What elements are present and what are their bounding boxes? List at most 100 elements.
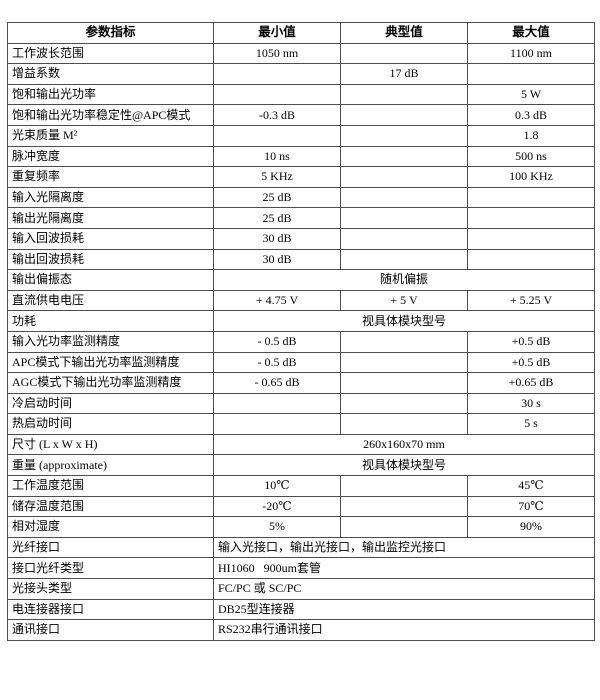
param-label-cell: 储存温度范围	[7, 495, 214, 518]
param-label-cell: 光束质量 M²	[7, 124, 214, 147]
param-label-cell: 光纤接口	[7, 536, 214, 559]
max-value-cell: + 5.25 V	[467, 289, 595, 312]
table-row: 接口光纤类型 HI1060 900um套管	[7, 557, 595, 580]
param-label-cell: 饱和输出光功率稳定性@APC模式	[7, 104, 214, 126]
typical-value-cell	[340, 207, 468, 229]
param-label-cell: 输入光隔离度	[7, 186, 214, 209]
param-label-cell: 直流供电电压	[7, 289, 214, 312]
typical-value-cell: + 5 V	[340, 289, 468, 312]
table-row: 通讯接口 RS232串行通讯接口	[7, 619, 595, 641]
param-label-cell: 输入回波损耗	[7, 227, 214, 250]
table-row: 输入光隔离度 25 dB	[7, 186, 595, 209]
param-label-cell: 相对湿度	[7, 516, 214, 538]
min-value-cell: 30 dB	[213, 248, 341, 271]
param-label-cell: 脉冲宽度	[7, 145, 214, 168]
table-row: 重复频率 5 KHz 100 KHz	[7, 166, 595, 188]
merged-value-cell: RS232串行通讯接口	[213, 619, 595, 641]
param-label-cell: 工作波长范围	[7, 42, 214, 65]
table-row: 增益系数 17 dB	[7, 63, 595, 85]
table-row: 脉冲宽度 10 ns 500 ns	[7, 145, 595, 168]
table-row: 直流供电电压 + 4.75 V + 5 V + 5.25 V	[7, 289, 595, 312]
typical-value-cell	[340, 124, 468, 147]
param-label-cell: 输出偏振态	[7, 269, 214, 291]
param-label-cell: 工作温度范围	[7, 475, 214, 497]
param-label-cell: 电连接器接口	[7, 598, 214, 621]
param-label-cell: 尺寸 (L x W x H)	[7, 433, 214, 456]
min-value-cell: -0.3 dB	[213, 104, 341, 126]
max-value-cell: 5 s	[467, 413, 595, 435]
typical-value-cell	[340, 413, 468, 435]
table-row: 输出回波损耗 30 dB	[7, 248, 595, 271]
min-value-cell	[213, 392, 341, 415]
param-label-cell: 输入光功率监测精度	[7, 330, 214, 353]
table-row: 功耗 视具体模块型号	[7, 310, 595, 332]
table-row: 输入回波损耗 30 dB	[7, 227, 595, 250]
min-value-cell: 1050 nm	[213, 42, 341, 65]
min-value-cell: + 4.75 V	[213, 289, 341, 312]
param-label-cell: 热启动时间	[7, 413, 214, 435]
spec-table: 参数指标 最小值 典型值 最大值 工作波长范围 1050 nm 1100 nm 增益系…	[7, 22, 595, 641]
max-value-cell: +0.65 dB	[467, 372, 595, 394]
min-value-cell: 5 KHz	[213, 166, 341, 188]
table-row: APC模式下输出光功率监测精度 - 0.5 dB +0.5 dB	[7, 351, 595, 374]
table-row: 光束质量 M² 1.8	[7, 124, 595, 147]
merged-value-cell: 视具体模块型号	[213, 454, 595, 477]
merged-value-cell: HI1060 900um套管	[213, 557, 595, 580]
header-min-value: 最小值	[213, 22, 341, 44]
param-label-cell: APC模式下输出光功率监测精度	[7, 351, 214, 374]
table-row: 相对湿度 5% 90%	[7, 516, 595, 538]
min-value-cell	[213, 83, 341, 106]
typical-value-cell: 17 dB	[340, 63, 468, 85]
table-row: 光接头类型 FC/PC 或 SC/PC	[7, 578, 595, 600]
typical-value-cell	[340, 166, 468, 188]
param-label-cell: 重复频率	[7, 166, 214, 188]
typical-value-cell	[340, 83, 468, 106]
table-row: 饱和输出光功率稳定性@APC模式 -0.3 dB 0.3 dB	[7, 104, 595, 126]
typical-value-cell	[340, 516, 468, 538]
typical-value-cell	[340, 186, 468, 209]
header-max-value: 最大值	[467, 22, 595, 44]
table-row: 储存温度范围 -20℃ 70℃	[7, 495, 595, 518]
table-row: 输出偏振态 随机偏振	[7, 269, 595, 291]
min-value-cell: 10℃	[213, 475, 341, 497]
min-value-cell: 30 dB	[213, 227, 341, 250]
param-label-cell: 输出光隔离度	[7, 207, 214, 229]
table-row: 饱和输出光功率 5 W	[7, 83, 595, 106]
merged-value-cell: DB25型连接器	[213, 598, 595, 621]
header-typical-value: 典型值	[340, 22, 468, 44]
max-value-cell: 0.3 dB	[467, 104, 595, 126]
min-value-cell: - 0.5 dB	[213, 330, 341, 353]
typical-value-cell	[340, 351, 468, 374]
min-value-cell: - 0.65 dB	[213, 372, 341, 394]
typical-value-cell	[340, 227, 468, 250]
merged-value-cell: FC/PC 或 SC/PC	[213, 578, 595, 600]
max-value-cell: 45℃	[467, 475, 595, 497]
merged-value-cell: 260x160x70 mm	[213, 433, 595, 456]
typical-value-cell	[340, 145, 468, 168]
param-label-cell: 光接头类型	[7, 578, 214, 600]
table-row: 冷启动时间 30 s	[7, 392, 595, 415]
max-value-cell: +0.5 dB	[467, 330, 595, 353]
typical-value-cell	[340, 42, 468, 65]
min-value-cell: 5%	[213, 516, 341, 538]
min-value-cell: 25 dB	[213, 186, 341, 209]
param-label-cell: 通讯接口	[7, 619, 214, 641]
typical-value-cell	[340, 104, 468, 126]
max-value-cell: 5 W	[467, 83, 595, 106]
min-value-cell	[213, 124, 341, 147]
max-value-cell: 30 s	[467, 392, 595, 415]
param-label-cell: 输出回波损耗	[7, 248, 214, 271]
typical-value-cell	[340, 372, 468, 394]
param-label-cell: AGC模式下输出光功率监测精度	[7, 372, 214, 394]
max-value-cell: +0.5 dB	[467, 351, 595, 374]
merged-value-cell: 随机偏振	[213, 269, 595, 291]
param-label-cell: 增益系数	[7, 63, 214, 85]
min-value-cell: 25 dB	[213, 207, 341, 229]
min-value-cell	[213, 413, 341, 435]
table-row: 电连接器接口 DB25型连接器	[7, 598, 595, 621]
max-value-cell: 70℃	[467, 495, 595, 518]
max-value-cell: 90%	[467, 516, 595, 538]
table-row: 光纤接口 输入光接口，输出光接口，输出监控光接口	[7, 536, 595, 559]
max-value-cell: 1.8	[467, 124, 595, 147]
typical-value-cell	[340, 330, 468, 353]
